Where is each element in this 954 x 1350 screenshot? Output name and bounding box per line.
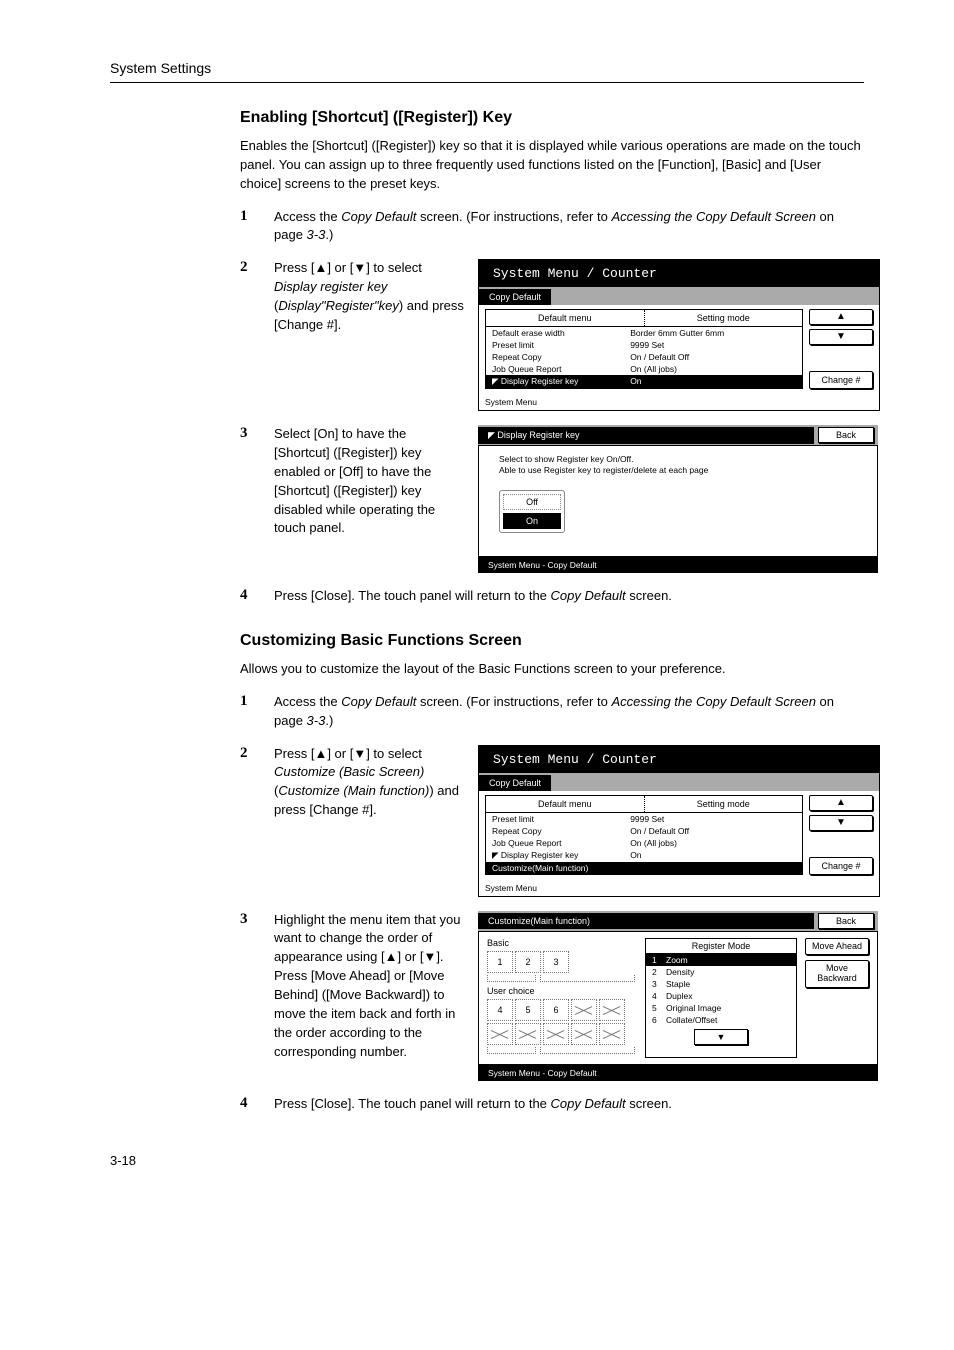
col-setting-mode: Setting mode xyxy=(645,310,803,326)
basic-label: Basic xyxy=(487,938,637,948)
slot[interactable]: 4 xyxy=(487,999,513,1021)
panel2-tab: ◤ Display Register key xyxy=(478,427,814,444)
col-setting-mode: Setting mode xyxy=(645,796,803,812)
s1-step2: Press [▲] or [▼] to select Display regis… xyxy=(274,259,464,334)
slot-empty xyxy=(543,1023,569,1045)
on-toggle[interactable]: On xyxy=(503,513,561,529)
table-row[interactable]: Repeat CopyOn / Default Off xyxy=(486,825,802,837)
panel-footer: System Menu xyxy=(479,881,879,896)
s1-step3: Select [On] to have the [Shortcut] ([Reg… xyxy=(274,425,464,538)
display-register-panel: ◤ Display Register key Back Select to sh… xyxy=(478,425,878,573)
back-button[interactable]: Back xyxy=(818,427,874,443)
off-toggle[interactable]: Off xyxy=(503,494,561,510)
breadcrumb-tab: Copy Default xyxy=(479,775,551,791)
section2-title: Customizing Basic Functions Screen xyxy=(240,632,864,650)
up-button[interactable]: ▲ xyxy=(809,795,873,811)
step-num: 2 xyxy=(240,745,274,762)
panel2-msg: Select to show Register key On/Off. xyxy=(499,454,857,465)
s2-step3: Highlight the menu item that you want to… xyxy=(274,911,464,1062)
step-num: 4 xyxy=(240,587,274,604)
down-button[interactable]: ▼ xyxy=(809,815,873,831)
table-row[interactable]: ◤ Display Register keyOn xyxy=(486,375,802,388)
register-item[interactable]: 1Zoom xyxy=(646,954,796,966)
panel-title: System Menu / Counter xyxy=(479,260,879,287)
down-button[interactable]: ▼ xyxy=(694,1029,749,1045)
s1-step1: Access the Copy Default screen. (For ins… xyxy=(274,208,864,246)
register-item[interactable]: 5Original Image xyxy=(646,1002,796,1014)
down-button[interactable]: ▼ xyxy=(809,329,873,345)
panel4-footer: System Menu - Copy Default xyxy=(478,1065,878,1081)
s2-step2: Press [▲] or [▼] to select Customize (Ba… xyxy=(274,745,464,820)
step-num: 1 xyxy=(240,208,274,225)
page-number: 3-18 xyxy=(110,1153,864,1168)
slot[interactable]: 5 xyxy=(515,999,541,1021)
slot[interactable]: 2 xyxy=(515,951,541,973)
slot[interactable]: 3 xyxy=(543,951,569,973)
header-rule xyxy=(110,82,864,83)
table-row[interactable]: Default erase widthBorder 6mm Gutter 6mm xyxy=(486,327,802,339)
panel2-msg: Able to use Register key to register/del… xyxy=(499,465,857,476)
slot-empty xyxy=(515,1023,541,1045)
table-row[interactable]: ◤ Display Register keyOn xyxy=(486,849,802,862)
customize-panel: Customize(Main function) Back Basic 1 2 … xyxy=(478,911,878,1081)
user-choice-label: User choice xyxy=(487,986,637,996)
change-button[interactable]: Change # xyxy=(809,857,873,875)
table-row[interactable]: Customize(Main function) xyxy=(486,862,802,874)
step-num: 4 xyxy=(240,1095,274,1112)
panel4-tab: Customize(Main function) xyxy=(478,913,814,929)
slot-empty xyxy=(599,999,625,1021)
table-row[interactable]: Job Queue ReportOn (All jobs) xyxy=(486,363,802,375)
s2-step1: Access the Copy Default screen. (For ins… xyxy=(274,693,864,731)
slot-empty xyxy=(487,1023,513,1045)
step-num: 1 xyxy=(240,693,274,710)
table-row[interactable]: Preset limit9999 Set xyxy=(486,813,802,825)
change-button[interactable]: Change # xyxy=(809,371,873,389)
table-row[interactable]: Job Queue ReportOn (All jobs) xyxy=(486,837,802,849)
table-row[interactable]: Repeat CopyOn / Default Off xyxy=(486,351,802,363)
slot[interactable]: 6 xyxy=(543,999,569,1021)
register-item[interactable]: 2Density xyxy=(646,966,796,978)
register-item[interactable]: 3Staple xyxy=(646,978,796,990)
step-num: 3 xyxy=(240,911,274,928)
move-backward-button[interactable]: Move Backward xyxy=(805,960,869,988)
section1-title: Enabling [Shortcut] ([Register]) Key xyxy=(240,109,864,127)
system-menu-panel: System Menu / Counter Copy Default Defau… xyxy=(478,745,880,897)
register-item[interactable]: 4Duplex xyxy=(646,990,796,1002)
slot-empty xyxy=(571,1023,597,1045)
section1-intro: Enables the [Shortcut] ([Register]) key … xyxy=(240,137,864,194)
slot-empty xyxy=(599,1023,625,1045)
col-default-menu: Default menu xyxy=(486,310,645,326)
step-num: 3 xyxy=(240,425,274,442)
col-default-menu: Default menu xyxy=(486,796,645,812)
back-button[interactable]: Back xyxy=(818,913,874,929)
system-menu-panel: System Menu / Counter Copy Default Defau… xyxy=(478,259,880,411)
up-button[interactable]: ▲ xyxy=(809,309,873,325)
register-mode-label: Register Mode xyxy=(646,939,796,954)
move-ahead-button[interactable]: Move Ahead xyxy=(805,938,869,956)
register-item[interactable]: 6Collate/Offset xyxy=(646,1014,796,1026)
s2-step4: Press [Close]. The touch panel will retu… xyxy=(274,1095,864,1114)
step-num: 2 xyxy=(240,259,274,276)
breadcrumb-tab: Copy Default xyxy=(479,289,551,305)
s1-step4: Press [Close]. The touch panel will retu… xyxy=(274,587,864,606)
slot[interactable]: 1 xyxy=(487,951,513,973)
panel-title: System Menu / Counter xyxy=(479,746,879,773)
slot-empty xyxy=(571,999,597,1021)
panel2-footer: System Menu - Copy Default xyxy=(478,557,878,573)
page-header: System Settings xyxy=(110,60,864,76)
panel-footer: System Menu xyxy=(479,395,879,410)
section2-intro: Allows you to customize the layout of th… xyxy=(240,660,864,679)
table-row[interactable]: Preset limit9999 Set xyxy=(486,339,802,351)
